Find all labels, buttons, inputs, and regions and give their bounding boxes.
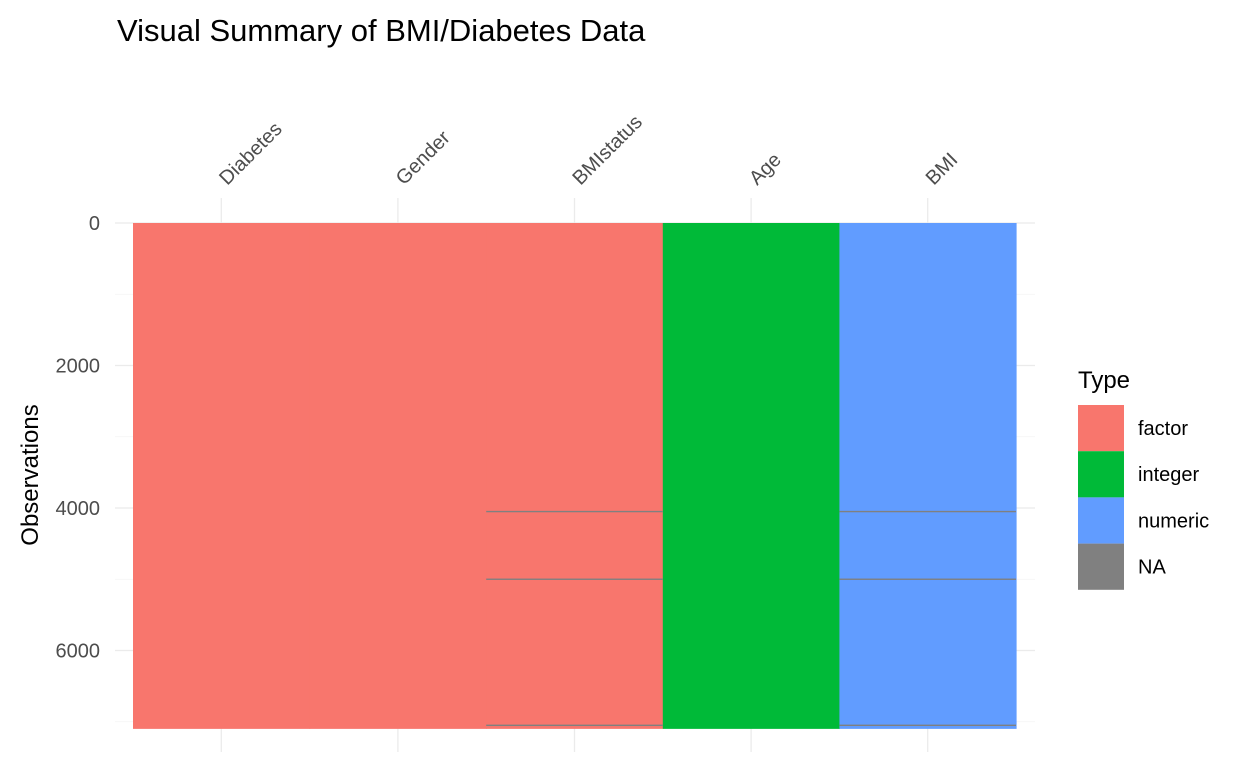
missing-value-bmi	[839, 510, 1016, 513]
x-tick-label: BMIstatus	[568, 111, 646, 189]
legend-label-numeric: numeric	[1138, 510, 1209, 532]
chart-title: Visual Summary of BMI/Diabetes Data	[117, 13, 646, 48]
x-tick-label: Gender	[392, 127, 455, 190]
y-axis-ticks: 0 2000 4000 6000	[56, 213, 101, 663]
y-tick-label: 2000	[56, 356, 101, 378]
x-tick-label: Age	[745, 149, 786, 190]
tile-gender	[309, 223, 487, 729]
tile-age	[662, 223, 840, 729]
legend-label-factor: factor	[1138, 418, 1188, 440]
x-axis-ticks: Diabetes Gender BMIstatus Age BMI	[215, 111, 962, 189]
y-axis-title: Observations	[17, 404, 44, 545]
missing-value-bmi	[839, 724, 1016, 727]
legend-label-integer: integer	[1138, 464, 1199, 486]
legend-key-numeric	[1078, 497, 1124, 544]
missing-value-bmi	[839, 578, 1016, 580]
x-tick-label: Diabetes	[215, 118, 286, 189]
missing-value-bmistatus	[486, 724, 663, 727]
legend-title: Type	[1078, 367, 1130, 394]
missing-value-bmistatus	[486, 510, 663, 513]
missing-value-bmistatus	[486, 578, 663, 580]
tile-bmistatus	[486, 223, 664, 729]
y-tick-label: 6000	[56, 641, 101, 663]
legend-key-na	[1078, 543, 1124, 590]
tile-diabetes	[133, 223, 311, 729]
legend-label-na: NA	[1138, 557, 1166, 579]
legend-key-integer	[1078, 451, 1124, 498]
x-tick-label: BMI	[922, 149, 963, 190]
tiles	[133, 223, 1017, 729]
y-tick-label: 0	[89, 213, 100, 235]
y-tick-label: 4000	[56, 498, 101, 520]
legend: Type factor integer numeric NA	[1078, 367, 1209, 590]
legend-key-factor	[1078, 405, 1124, 452]
missing-values	[486, 510, 1016, 727]
tile-bmi	[839, 223, 1017, 729]
